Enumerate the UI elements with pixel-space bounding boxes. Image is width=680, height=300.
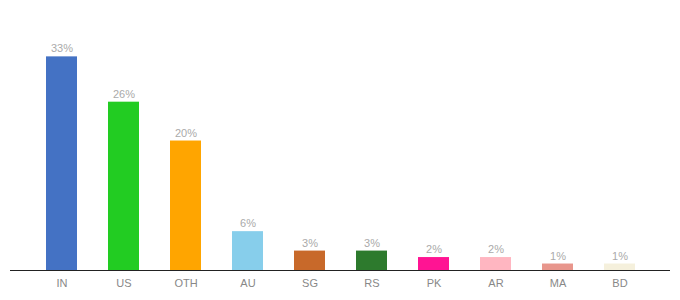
svg-text:PK: PK	[427, 277, 442, 289]
svg-text:3%: 3%	[364, 237, 380, 249]
svg-text:BD: BD	[612, 277, 627, 289]
svg-text:3%: 3%	[302, 237, 318, 249]
svg-text:6%: 6%	[240, 217, 256, 229]
svg-text:26%: 26%	[113, 88, 135, 100]
svg-text:SG: SG	[302, 277, 318, 289]
svg-text:2%: 2%	[426, 243, 442, 255]
svg-text:33%: 33%	[51, 42, 73, 54]
svg-text:1%: 1%	[550, 250, 566, 262]
svg-text:1%: 1%	[612, 250, 628, 262]
svg-text:AU: AU	[240, 277, 255, 289]
svg-text:OTH: OTH	[174, 277, 197, 289]
svg-text:20%: 20%	[175, 127, 197, 139]
svg-text:IN: IN	[57, 277, 68, 289]
svg-text:US: US	[116, 277, 131, 289]
svg-text:MA: MA	[550, 277, 567, 289]
svg-text:RS: RS	[364, 277, 379, 289]
svg-text:2%: 2%	[488, 243, 504, 255]
svg-text:AR: AR	[488, 277, 503, 289]
